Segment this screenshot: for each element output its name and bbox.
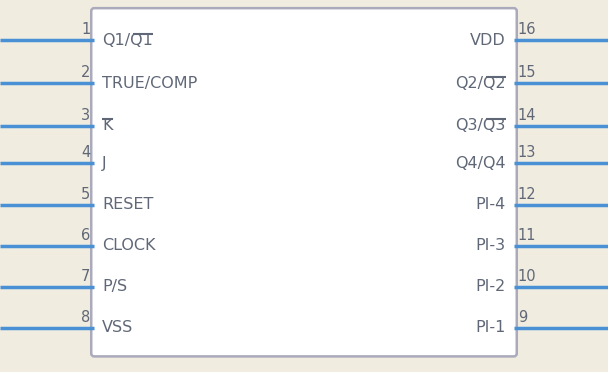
Text: PI-4: PI-4 [475, 197, 506, 212]
Text: 13: 13 [518, 145, 536, 160]
Text: 4: 4 [81, 145, 90, 160]
Text: PI-1: PI-1 [475, 320, 506, 335]
Text: 2: 2 [81, 65, 90, 80]
Text: RESET: RESET [102, 197, 154, 212]
Text: Q2/Q2: Q2/Q2 [455, 76, 506, 90]
Text: Q1/Q1: Q1/Q1 [102, 33, 153, 48]
Text: 8: 8 [81, 310, 90, 325]
Text: 3: 3 [81, 108, 90, 123]
Text: K: K [102, 118, 112, 133]
Text: 5: 5 [81, 186, 90, 202]
Text: 7: 7 [81, 269, 90, 284]
Text: 11: 11 [518, 228, 536, 243]
Text: 16: 16 [518, 22, 536, 37]
FancyBboxPatch shape [91, 8, 517, 356]
Text: VDD: VDD [470, 33, 506, 48]
Text: 9: 9 [518, 310, 527, 325]
Text: 14: 14 [518, 108, 536, 123]
Text: 12: 12 [518, 186, 536, 202]
Text: 1: 1 [81, 22, 90, 37]
Text: P/S: P/S [102, 279, 127, 294]
Text: J: J [102, 156, 107, 171]
Text: TRUE/COMP: TRUE/COMP [102, 76, 198, 90]
Text: PI-3: PI-3 [475, 238, 506, 253]
Text: PI-2: PI-2 [475, 279, 506, 294]
Text: Q4/Q4: Q4/Q4 [455, 156, 506, 171]
Text: CLOCK: CLOCK [102, 238, 156, 253]
Text: 15: 15 [518, 65, 536, 80]
Text: 10: 10 [518, 269, 536, 284]
Text: 6: 6 [81, 228, 90, 243]
Text: Q3/Q3: Q3/Q3 [455, 118, 506, 133]
Text: VSS: VSS [102, 320, 134, 335]
